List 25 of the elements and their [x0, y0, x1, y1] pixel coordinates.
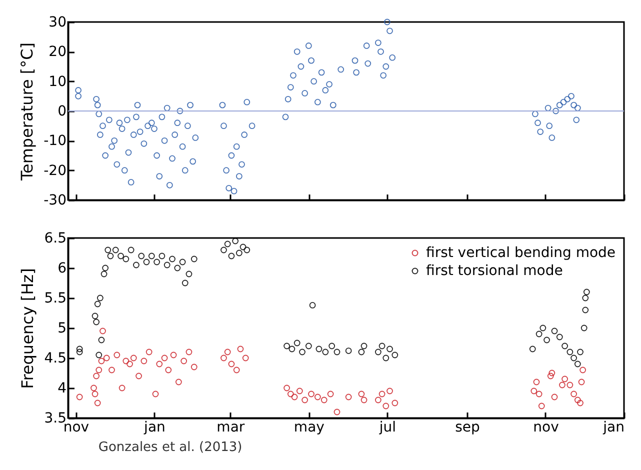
y-tick-label: 20	[48, 44, 66, 60]
y-tick-label: -20	[44, 162, 66, 179]
y-tick-label: 0	[58, 104, 66, 120]
y-axis-title: Frequency [Hz]	[18, 268, 38, 389]
y-tick-label: 5.5	[44, 290, 66, 306]
x-tick-label: may	[294, 420, 324, 436]
y-tick-label: 30	[48, 14, 66, 30]
y-tick-label: 6.5	[44, 230, 66, 246]
x-tick-label: nov	[533, 420, 559, 436]
x-tick-label: jul	[378, 420, 396, 436]
y-tick-label: 10	[48, 74, 66, 90]
y-tick-label: 5	[58, 320, 66, 336]
y-axis-title: Temperature [°C]	[18, 42, 37, 182]
x-tick-label: sep	[455, 420, 480, 436]
x-tick-label: jan	[602, 420, 624, 436]
x-tick-label: jan	[143, 420, 166, 436]
y-tick-label: 6	[58, 260, 67, 276]
legend-label: first torsional mode	[426, 263, 563, 279]
y-tick-label: -10	[44, 133, 66, 150]
y-tick-label: 4.5	[44, 350, 66, 366]
legend-label: first vertical bending mode	[426, 245, 616, 261]
y-tick-label: 4	[58, 380, 67, 396]
x-tick-label: mar	[216, 420, 245, 436]
text: Gonzales et al. (2013)	[98, 440, 242, 455]
y-tick-label: -30	[44, 192, 66, 208]
